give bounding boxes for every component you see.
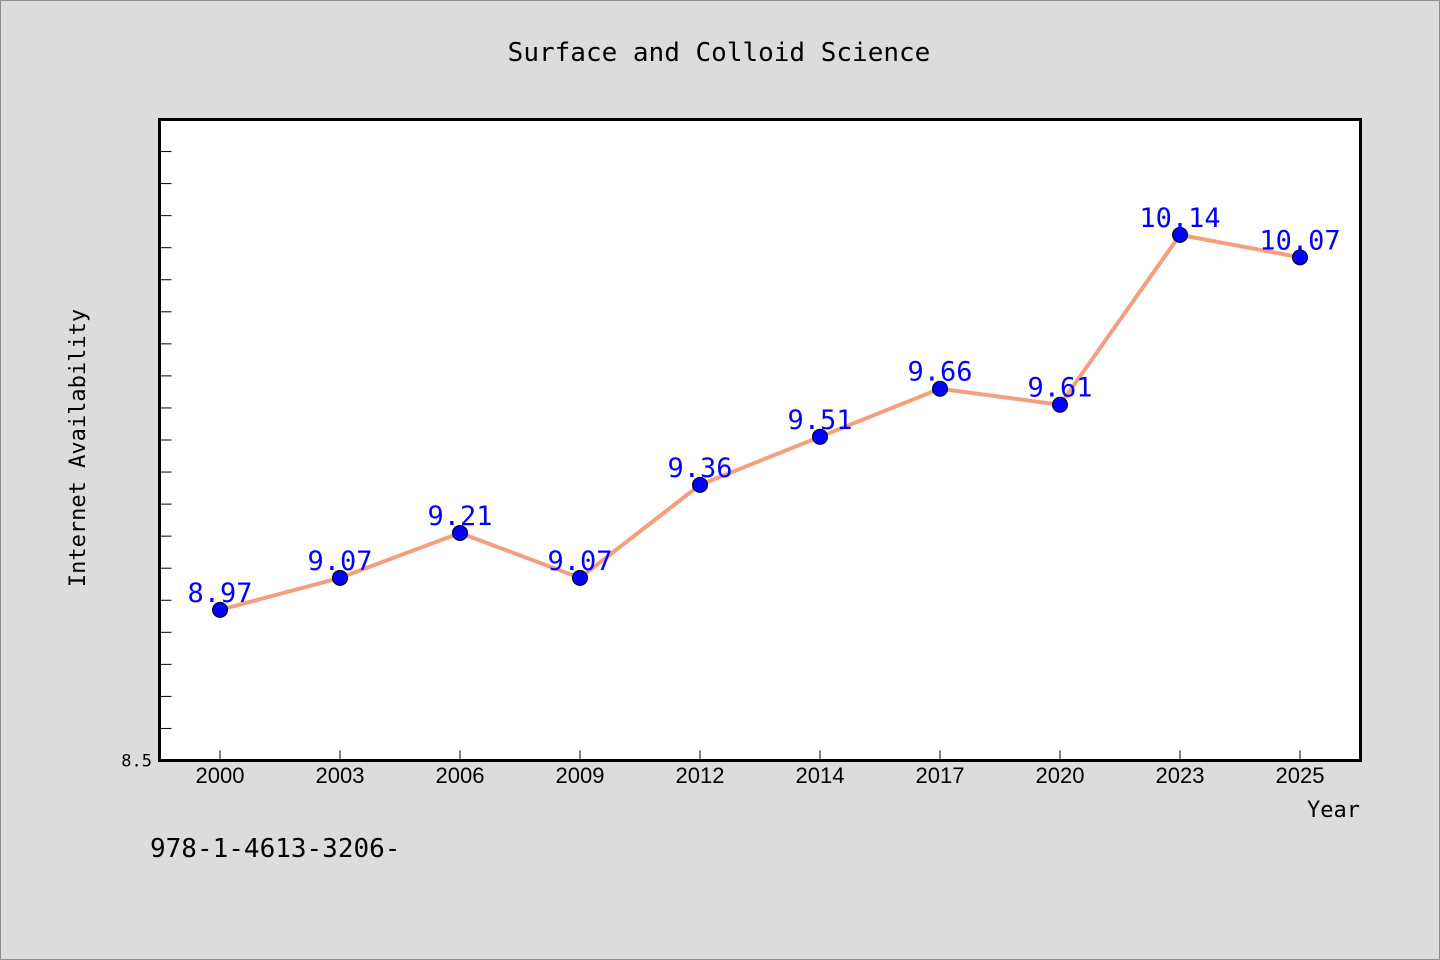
data-point xyxy=(1172,226,1188,243)
x-tick-label: 2017 xyxy=(916,763,965,788)
x-tick-label: 2012 xyxy=(676,763,725,788)
data-point xyxy=(1052,396,1068,413)
x-tick-label: 2006 xyxy=(436,763,485,788)
x-tick-label: 2014 xyxy=(796,763,845,788)
y-axis-ticks xyxy=(159,151,172,729)
data-point xyxy=(812,428,828,445)
x-tick-label: 2009 xyxy=(556,763,605,788)
data-label: 9.07 xyxy=(307,546,372,577)
series-line xyxy=(218,232,1302,612)
data-labels: 8.97 9.07 9.21 9.07 9.36 9.51 9.66 9.61 10.14 10.… xyxy=(187,203,1340,609)
y-axis-tick-labels: 8.5 xyxy=(121,752,152,772)
data-label: 10.07 xyxy=(1259,225,1340,256)
plot-area xyxy=(158,118,1362,762)
data-point xyxy=(452,524,468,541)
data-label: 9.21 xyxy=(427,501,492,532)
data-label: 9.07 xyxy=(547,546,612,577)
data-label: 9.61 xyxy=(1027,373,1092,404)
data-label: 9.36 xyxy=(667,453,732,484)
x-axis-tick-labels: 2000 2003 2006 2009 2012 2014 2017 2020 2023 2025 xyxy=(196,763,1325,788)
y-axis-label: Internet Availability xyxy=(66,309,91,587)
data-point xyxy=(1292,249,1308,266)
chart-title: Surface and Colloid Science xyxy=(508,38,931,68)
data-label: 8.97 xyxy=(187,578,252,609)
x-tick-label: 2025 xyxy=(1276,763,1325,788)
data-point xyxy=(332,569,348,586)
data-label: 9.51 xyxy=(787,405,852,436)
x-tick-label: 2023 xyxy=(1156,763,1205,788)
x-axis-ticks xyxy=(219,750,1301,761)
x-tick-label: 2020 xyxy=(1036,763,1085,788)
data-label: 10.14 xyxy=(1139,203,1220,234)
x-axis-label: Year xyxy=(1307,798,1360,823)
x-tick-label: 2000 xyxy=(196,763,245,788)
data-point xyxy=(212,601,228,618)
data-point xyxy=(692,476,708,493)
data-markers xyxy=(212,226,1308,618)
isbn-text: 978-1-4613-3206- xyxy=(150,834,401,864)
data-point xyxy=(932,380,948,397)
y-tick-label: 8.5 xyxy=(121,752,152,772)
x-tick-label: 2003 xyxy=(316,763,365,788)
data-point xyxy=(572,569,588,586)
data-label: 9.66 xyxy=(907,357,972,388)
